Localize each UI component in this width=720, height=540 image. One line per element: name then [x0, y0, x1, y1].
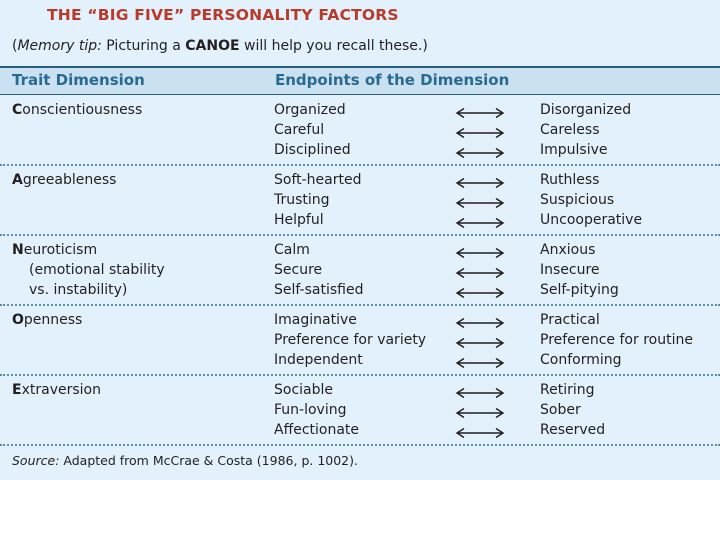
trait-initial: E: [12, 382, 22, 398]
header-trait-dimension: Trait Dimension: [12, 71, 145, 89]
endpoint-high: Uncooperative: [540, 212, 643, 228]
double-arrow-icon: [455, 174, 505, 189]
endpoint-low: Self-satisfied: [274, 282, 364, 298]
endpoint-high: Anxious: [540, 242, 596, 258]
source-note: Source: Adapted from McCrae & Costa (198…: [12, 453, 358, 468]
endpoint-low: Independent: [274, 352, 363, 368]
double-arrow-icon: [455, 264, 505, 279]
double-arrow-icon: [455, 244, 505, 259]
memory-tip: (Memory tip: Picturing a CANOE will help…: [12, 38, 428, 54]
endpoint-high: Suspicious: [540, 192, 615, 208]
endpoint-low: Preference for variety: [274, 332, 427, 348]
big-five-table-figure: THE “BIG FIVE” PERSONALITY FACTORS (Memo…: [0, 0, 720, 480]
endpoint-low: Organized: [274, 102, 346, 118]
endpoint-low: Disciplined: [274, 142, 351, 158]
endpoint-low: Affectionate: [274, 422, 360, 438]
endpoint-low: Sociable: [274, 382, 334, 398]
double-arrow-icon: [455, 354, 505, 369]
trait-name-rest: xtraversion: [21, 382, 101, 398]
double-arrow-icon: [455, 404, 505, 419]
endpoint-high: Conforming: [540, 352, 622, 368]
endpoint-high: Impulsive: [540, 142, 608, 158]
trait-initial: N: [12, 242, 24, 258]
endpoint-low: Calm: [274, 242, 310, 258]
row-divider: [0, 304, 720, 306]
trait-name-rest: penness: [23, 312, 83, 328]
endpoint-high: Insecure: [540, 262, 600, 278]
trait-initial: C: [12, 102, 23, 118]
trait-name: Agreeableness: [12, 170, 116, 190]
endpoint-high: Retiring: [540, 382, 595, 398]
double-arrow-icon: [455, 214, 505, 229]
endpoint-low: Secure: [274, 262, 323, 278]
trait-subtitle: vs. instability): [29, 282, 128, 298]
double-arrow-icon: [455, 104, 505, 119]
memory-tip-text-after: will help you recall these.): [239, 38, 428, 54]
endpoint-low: Helpful: [274, 212, 324, 228]
header-rule-bottom: [0, 94, 720, 95]
endpoint-low: Fun-loving: [274, 402, 347, 418]
endpoint-low: Careful: [274, 122, 325, 138]
double-arrow-icon: [455, 384, 505, 399]
trait-name: Neuroticism (emotional stability vs. insta…: [12, 240, 165, 300]
memory-tip-keyword: CANOE: [185, 38, 240, 54]
trait-initial: A: [12, 172, 23, 188]
source-label: Source:: [12, 453, 60, 468]
factor-row: Conscientiousness Organized Disorganized Ca…: [0, 100, 720, 170]
row-divider: [0, 164, 720, 166]
memory-tip-text-before: Picturing a: [101, 38, 186, 54]
endpoint-high: Self-pitying: [540, 282, 619, 298]
factor-row: Openness Imaginative Practical Preference f…: [0, 310, 720, 380]
trait-name-rest: greeableness: [22, 172, 117, 188]
endpoint-low: Soft-hearted: [274, 172, 362, 188]
row-divider: [0, 444, 720, 446]
trait-name: Extraversion: [12, 380, 101, 400]
source-text: Adapted from McCrae & Costa (1986, p. 10…: [59, 453, 358, 468]
trait-subtitle: (emotional stability: [29, 262, 165, 278]
trait-name-rest: onscientiousness: [22, 102, 143, 118]
factor-row: Extraversion Sociable Retiring Fun-loving So…: [0, 380, 720, 450]
trait-name-rest: euroticism: [23, 242, 98, 258]
endpoint-low: Imaginative: [274, 312, 357, 328]
table-title: THE “BIG FIVE” PERSONALITY FACTORS: [47, 6, 399, 24]
memory-tip-label: Memory tip:: [17, 38, 102, 54]
double-arrow-icon: [455, 284, 505, 299]
endpoint-high: Preference for routine: [540, 332, 693, 348]
endpoint-high: Disorganized: [540, 102, 632, 118]
double-arrow-icon: [455, 314, 505, 329]
trait-name: Conscientiousness: [12, 100, 142, 120]
double-arrow-icon: [455, 124, 505, 139]
double-arrow-icon: [455, 194, 505, 209]
endpoint-high: Sober: [540, 402, 581, 418]
endpoint-high: Practical: [540, 312, 600, 328]
endpoint-low: Trusting: [274, 192, 330, 208]
trait-initial: O: [12, 312, 24, 328]
row-divider: [0, 234, 720, 236]
table-header: Trait Dimension Endpoints of the Dimensi…: [0, 68, 720, 94]
factor-row: Neuroticism (emotional stability vs. insta…: [0, 240, 720, 310]
double-arrow-icon: [455, 424, 505, 439]
endpoint-high: Careless: [540, 122, 600, 138]
trait-name: Openness: [12, 310, 82, 330]
double-arrow-icon: [455, 144, 505, 159]
factor-row: Agreeableness Soft-hearted Ruthless Trustin…: [0, 170, 720, 240]
endpoint-high: Ruthless: [540, 172, 600, 188]
memory-tip-open-paren: (: [12, 38, 18, 54]
header-rule-top: [0, 66, 720, 68]
header-endpoints: Endpoints of the Dimension: [275, 71, 510, 89]
double-arrow-icon: [455, 334, 505, 349]
endpoint-high: Reserved: [540, 422, 606, 438]
row-divider: [0, 374, 720, 376]
